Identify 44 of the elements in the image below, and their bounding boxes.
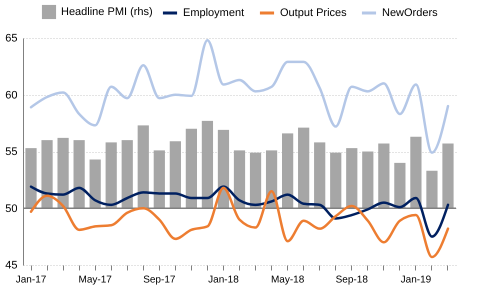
y-tick-label: 45 — [5, 260, 18, 272]
x-tick-label: Sep-17 — [143, 274, 176, 286]
y-tick-label: 60 — [5, 89, 18, 102]
x-tick-label: Jan-17 — [16, 274, 47, 286]
y-tick-label: 50 — [5, 202, 18, 215]
bar — [57, 138, 69, 208]
bar — [362, 152, 374, 208]
bar — [314, 142, 326, 208]
bar — [154, 150, 165, 208]
legend-label: Output Prices — [280, 7, 348, 19]
bar — [282, 133, 294, 208]
x-tick-label: Jan-18 — [208, 274, 240, 286]
bar — [122, 140, 133, 208]
bar — [170, 141, 181, 208]
line-series — [30, 185, 450, 238]
bar — [186, 128, 197, 208]
bar — [90, 159, 101, 208]
y-tick-label: 55 — [5, 146, 18, 158]
bar — [138, 125, 149, 208]
legend-label: Employment — [183, 7, 244, 19]
x-tick-label: Sep-18 — [336, 274, 368, 286]
bar — [346, 148, 358, 208]
bar — [426, 170, 438, 208]
x-tick-label: May-18 — [270, 274, 305, 286]
bar — [250, 152, 262, 208]
bar — [25, 148, 37, 208]
line-series — [30, 39, 450, 154]
bar — [378, 144, 390, 208]
bar — [41, 140, 53, 208]
bar — [234, 150, 246, 208]
legend-label: NewOrders — [382, 7, 438, 19]
bar — [74, 140, 85, 208]
bar — [330, 152, 342, 208]
bar — [410, 136, 422, 208]
bar — [442, 144, 454, 208]
y-tick-label: 65 — [5, 32, 18, 44]
bar — [202, 120, 214, 208]
legend-label: Headline PMI (rhs) — [61, 6, 153, 18]
bar — [298, 128, 310, 208]
x-tick-label: Jan-19 — [400, 274, 432, 286]
line-series — [30, 186, 450, 258]
bar — [394, 162, 406, 208]
bar — [106, 142, 117, 208]
x-tick-label: May-17 — [78, 274, 112, 286]
